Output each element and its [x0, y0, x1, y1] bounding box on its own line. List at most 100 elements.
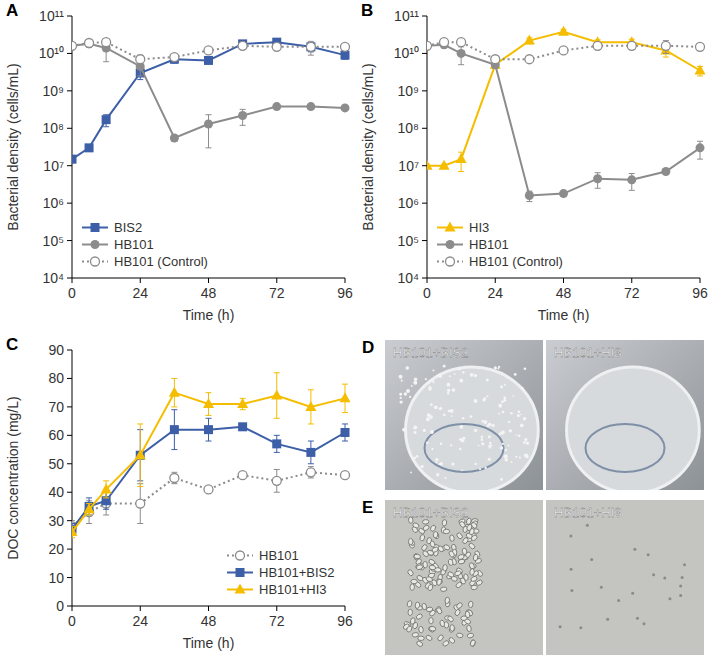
marker — [204, 425, 213, 434]
x-tick — [700, 278, 701, 283]
marker — [340, 392, 351, 402]
legend-marker — [236, 568, 245, 577]
series-line — [72, 472, 345, 526]
cell — [448, 559, 454, 566]
cell — [408, 609, 413, 615]
y-tick-label: 10 — [48, 570, 64, 586]
cell — [459, 521, 467, 529]
aggregate — [434, 405, 438, 409]
marker — [170, 53, 179, 62]
aggregate — [507, 445, 509, 447]
y-tick — [67, 463, 72, 464]
x-tick-label: 72 — [269, 285, 285, 301]
y-axis-title: DOC concentration (mg/L) — [5, 396, 21, 559]
y-tick-label: 10⁷ — [43, 158, 64, 174]
marker — [72, 155, 77, 164]
cell — [454, 609, 461, 617]
y-tick — [422, 278, 427, 279]
y-tick — [67, 378, 72, 379]
aggregate — [510, 412, 513, 415]
marker — [272, 476, 281, 485]
x-tick-label: 48 — [201, 613, 217, 629]
x-tick — [631, 278, 632, 283]
aggregate — [426, 441, 429, 444]
aggregate — [443, 364, 446, 367]
aggregate — [426, 417, 430, 421]
aggregate — [494, 366, 497, 369]
x-tick — [563, 278, 564, 283]
cell — [470, 522, 478, 530]
y-tick-label: 70 — [48, 399, 64, 415]
photo-panel: DHB101+BIS2HB101+HI3 — [362, 338, 704, 493]
x-tick — [345, 606, 346, 611]
cell — [447, 571, 455, 578]
y-tick-label: 80 — [48, 370, 64, 386]
y-tick — [422, 16, 427, 17]
plot-area — [72, 373, 351, 538]
aggregate — [406, 389, 410, 393]
cell — [569, 535, 572, 538]
aggregate — [420, 465, 423, 468]
cell — [408, 539, 415, 547]
aggregate — [498, 366, 500, 368]
y-tick-label: 10⁴ — [397, 270, 419, 286]
marker — [306, 102, 315, 111]
aggregate — [482, 420, 485, 423]
aggregate — [458, 367, 461, 370]
y-tick-label: 10⁹ — [42, 83, 64, 99]
y-tick-label: 10¹¹ — [394, 8, 419, 24]
panel-letter: D — [362, 338, 374, 357]
aggregate — [500, 446, 504, 450]
marker — [457, 49, 466, 58]
y-tick — [67, 435, 72, 436]
x-tick-label: 0 — [68, 613, 76, 629]
marker — [427, 160, 433, 170]
aggregate — [479, 468, 481, 470]
cell — [426, 537, 432, 544]
cell — [468, 601, 473, 608]
cell — [456, 532, 463, 540]
marker — [272, 439, 281, 448]
aggregate — [498, 404, 502, 408]
marker — [427, 41, 432, 50]
aggregate — [447, 389, 450, 392]
cell — [406, 625, 413, 633]
aggregate — [430, 403, 433, 406]
x-tick — [140, 606, 141, 611]
x-tick-label: 24 — [487, 285, 503, 301]
photo-background — [385, 500, 543, 655]
photo-label: HB101+BIS2 — [393, 345, 469, 360]
aggregate — [459, 438, 462, 441]
marker — [72, 41, 77, 50]
marker — [427, 41, 432, 50]
y-tick-label: 10¹⁰ — [394, 45, 419, 61]
marker — [102, 38, 111, 47]
legend-marker — [236, 551, 245, 560]
legend-label: HB101+BIS2 — [259, 565, 335, 580]
cell — [590, 558, 593, 561]
cell — [419, 534, 425, 541]
aggregate — [427, 419, 429, 421]
marker — [101, 483, 112, 493]
aggregate — [433, 382, 435, 384]
cell — [617, 599, 620, 602]
x-tick — [495, 278, 496, 283]
y-tick-label: 20 — [48, 541, 64, 557]
aggregate — [501, 430, 505, 434]
y-tick — [67, 350, 72, 351]
panel-letter: C — [6, 335, 18, 354]
marker — [84, 503, 95, 513]
y-tick-label: 10⁴ — [42, 270, 64, 286]
marker — [170, 474, 179, 483]
marker — [696, 42, 705, 51]
y-tick — [67, 549, 72, 550]
x-tick-label: 72 — [624, 285, 640, 301]
x-tick-label: 48 — [201, 285, 217, 301]
x-tick — [208, 278, 209, 283]
marker — [305, 401, 316, 411]
aggregate — [487, 395, 489, 397]
cell — [443, 529, 450, 534]
cell — [468, 542, 476, 550]
cell — [647, 553, 650, 556]
y-tick — [422, 240, 427, 241]
